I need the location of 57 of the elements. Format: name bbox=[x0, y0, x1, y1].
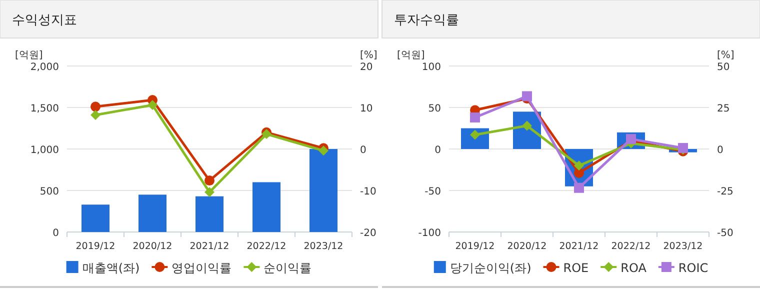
y2-tick-label: 0 bbox=[717, 145, 724, 156]
y-tick-label: 0 bbox=[434, 145, 441, 156]
y2-tick-label: -10 bbox=[360, 186, 376, 198]
x-tick-label: 2021/12 bbox=[559, 241, 599, 252]
y-tick-label: 2,000 bbox=[30, 62, 59, 73]
y-tick-label: 50 bbox=[428, 104, 441, 114]
point bbox=[522, 91, 532, 102]
bar bbox=[310, 149, 338, 232]
legend-label: ROE bbox=[563, 261, 589, 275]
legend-label: 매출액(좌) bbox=[82, 261, 140, 275]
legend-label: ROA bbox=[620, 261, 648, 275]
legend-label: ROIC bbox=[678, 261, 708, 275]
y2-tick-label: -50 bbox=[717, 228, 734, 239]
y2-tick-label: -25 bbox=[717, 186, 734, 198]
y2-axis-title: [%] bbox=[717, 50, 734, 61]
x-tick-label: 2023/12 bbox=[663, 241, 703, 252]
y2-tick-label: 0 bbox=[360, 145, 366, 156]
point bbox=[204, 176, 214, 186]
y-tick-label: 500 bbox=[40, 186, 59, 198]
y-tick-label: 1,000 bbox=[30, 145, 59, 156]
y-axis-title: [억원] bbox=[397, 50, 425, 61]
bar bbox=[252, 182, 280, 232]
point bbox=[318, 146, 328, 156]
point bbox=[90, 110, 100, 120]
x-tick-label: 2019/12 bbox=[76, 241, 116, 252]
y-axis-title: [억원] bbox=[15, 50, 43, 61]
point bbox=[204, 187, 214, 198]
y2-tick-label: 10 bbox=[360, 104, 373, 114]
x-tick-label: 2020/12 bbox=[507, 241, 547, 252]
point bbox=[90, 102, 100, 112]
y-tick-label: 1,500 bbox=[30, 104, 59, 114]
legend-label: 당기순이익(좌) bbox=[450, 261, 532, 275]
y2-axis-title: [%] bbox=[360, 50, 378, 61]
y2-tick-label: 25 bbox=[717, 104, 730, 114]
bar bbox=[82, 204, 110, 232]
point bbox=[574, 182, 584, 193]
y-tick-label: -50 bbox=[424, 186, 441, 198]
x-tick-label: 2021/12 bbox=[190, 241, 230, 252]
x-tick-label: 2020/12 bbox=[132, 241, 172, 252]
legend-label: 영업이익률 bbox=[172, 261, 232, 275]
y-tick-label: -100 bbox=[418, 228, 441, 239]
y2-tick-label: 50 bbox=[717, 62, 730, 73]
bar bbox=[196, 196, 224, 232]
chart-title: 수익성지표 bbox=[12, 13, 77, 28]
y-tick-label: 100 bbox=[422, 62, 441, 73]
bar bbox=[138, 194, 166, 232]
legend-label: 순이익률 bbox=[264, 261, 312, 275]
x-tick-label: 2019/12 bbox=[455, 241, 495, 252]
y2-tick-label: -20 bbox=[360, 228, 376, 239]
y-tick-label: 0 bbox=[52, 228, 59, 239]
y2-tick-label: 20 bbox=[360, 62, 373, 73]
point bbox=[470, 112, 480, 122]
chart-title: 투자수익률 bbox=[394, 13, 459, 28]
x-tick-label: 2022/12 bbox=[611, 241, 651, 252]
point bbox=[148, 100, 158, 110]
x-tick-label: 2022/12 bbox=[246, 241, 286, 252]
x-tick-label: 2023/12 bbox=[304, 241, 344, 252]
